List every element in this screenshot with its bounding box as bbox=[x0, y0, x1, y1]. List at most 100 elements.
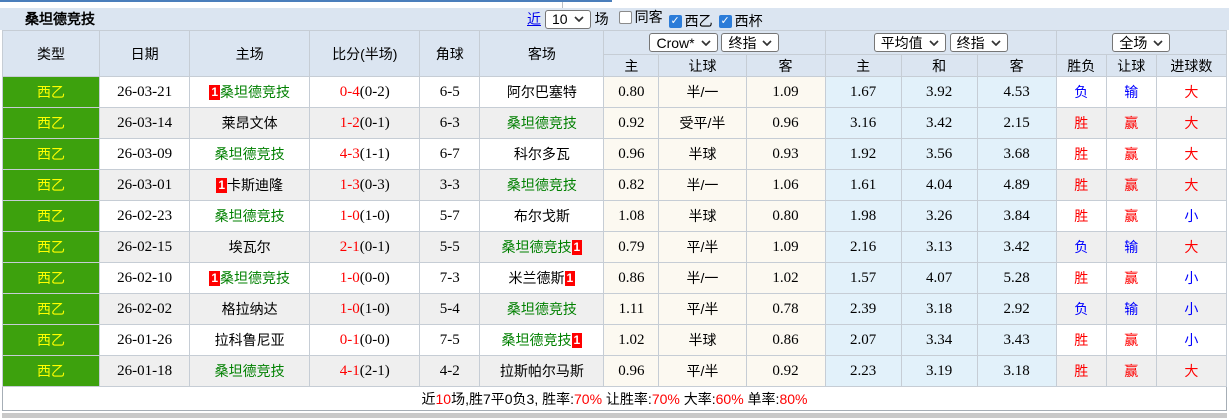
away-team-link[interactable]: 桑坦德竞技 bbox=[501, 239, 572, 255]
home-team-link[interactable]: 桑坦德竞技 bbox=[214, 363, 285, 379]
home-team-link[interactable]: 桑坦德竞技 bbox=[214, 146, 285, 162]
col-header-type: 类型 bbox=[1, 30, 101, 77]
halftime-score: (0-2) bbox=[359, 83, 390, 100]
home-team-link[interactable]: 莱昂文体 bbox=[221, 115, 278, 131]
cell-result-handicap: 输 bbox=[1105, 231, 1157, 263]
sub-header-avg-draw: 和 bbox=[900, 54, 978, 77]
cell-home-team: 1 桑坦德竞技 bbox=[189, 262, 311, 294]
away-team-link[interactable]: 桑坦德竞技 bbox=[501, 332, 572, 348]
rank-badge: 1 bbox=[564, 271, 576, 286]
table-row: 西乙 26-02-02 格拉纳达 1-0(1-0) 5-4 桑坦德竞技 1.11… bbox=[1, 293, 1228, 325]
cell-odds-home: 1.02 bbox=[603, 324, 660, 356]
chevron-down-icon bbox=[929, 39, 939, 46]
checkbox-checked-icon[interactable]: ✓ bbox=[718, 14, 732, 28]
cell-avg-draw: 4.04 bbox=[900, 169, 978, 201]
away-team-link[interactable]: 桑坦德竞技 bbox=[506, 301, 577, 317]
table-row: 西乙 26-02-15 埃瓦尔 2-1(0-1) 5-5 桑坦德竞技 1 0.79… bbox=[1, 231, 1228, 263]
cell-result-wdl: 胜 bbox=[1055, 200, 1107, 232]
away-team-link[interactable]: 阿尔巴塞特 bbox=[506, 84, 577, 100]
chevron-down-icon bbox=[762, 39, 773, 46]
cell-avg-away: 3.18 bbox=[976, 355, 1057, 387]
odds-section-header: Crow* 终指 bbox=[603, 30, 826, 55]
cell-home-team: 桑坦德竞技 bbox=[189, 355, 311, 387]
recent-link[interactable]: 近 bbox=[527, 11, 541, 27]
cell-league: 西乙 bbox=[1, 107, 101, 139]
cell-result-goals: 小 bbox=[1155, 200, 1228, 232]
odds-stage-select[interactable]: 终指 bbox=[721, 33, 780, 52]
cell-league: 西乙 bbox=[1, 76, 101, 108]
cell-date: 26-03-14 bbox=[99, 107, 191, 139]
avg-company-value: 平均值 bbox=[880, 34, 923, 51]
chevron-down-icon bbox=[573, 16, 584, 22]
cell-result-handicap: 输 bbox=[1105, 293, 1157, 325]
cell-corners: 7-3 bbox=[419, 262, 481, 294]
away-team-link[interactable]: 布尔戈斯 bbox=[513, 208, 570, 224]
cell-odds-away: 0.78 bbox=[745, 293, 826, 325]
avg-stage-value: 终指 bbox=[956, 34, 985, 51]
avg-stage-select[interactable]: 终指 bbox=[949, 33, 1008, 52]
cell-odds-home: 1.08 bbox=[603, 200, 660, 232]
fulltime-score: 4-1 bbox=[339, 362, 360, 379]
away-team-link[interactable]: 拉斯帕尔马斯 bbox=[499, 363, 584, 379]
cell-home-team: 桑坦德竞技 bbox=[189, 138, 311, 170]
checkbox-checked-icon[interactable]: ✓ bbox=[668, 14, 682, 28]
cell-date: 26-02-02 bbox=[99, 293, 191, 325]
halftime-score: (0-3) bbox=[359, 176, 390, 193]
cell-avg-home: 2.16 bbox=[824, 231, 902, 263]
home-team-link[interactable]: 桑坦德竞技 bbox=[214, 208, 285, 224]
home-team-link[interactable]: 桑坦德竞技 bbox=[220, 270, 290, 286]
cell-odds-line: 受平/半 bbox=[658, 107, 747, 139]
cell-odds-home: 1.11 bbox=[603, 293, 660, 325]
fulltime-score: 1-2 bbox=[339, 114, 360, 131]
home-team-link[interactable]: 埃瓦尔 bbox=[228, 239, 271, 255]
cell-avg-away: 3.43 bbox=[976, 324, 1057, 356]
fulltime-score: 2-1 bbox=[339, 238, 360, 255]
fulltime-score: 1-0 bbox=[339, 300, 360, 317]
sub-header-odds-home: 主 bbox=[603, 54, 660, 77]
halftime-score: (0-0) bbox=[359, 331, 390, 348]
away-team-link[interactable]: 桑坦德竞技 bbox=[506, 177, 577, 193]
cell-score: 1-2(0-1) bbox=[309, 107, 421, 139]
result-scope-select[interactable]: 全场 bbox=[1112, 33, 1171, 52]
home-team-link[interactable]: 卡斯迪隆 bbox=[227, 177, 283, 193]
cell-league: 西乙 bbox=[1, 355, 101, 387]
home-team-link[interactable]: 格拉纳达 bbox=[221, 301, 278, 317]
cell-away-team: 科尔多瓦 bbox=[479, 138, 605, 170]
sub-header-result-handicap: 让球 bbox=[1105, 54, 1157, 77]
home-team-link[interactable]: 拉科鲁尼亚 bbox=[214, 332, 285, 348]
away-team-link[interactable]: 科尔多瓦 bbox=[513, 146, 570, 162]
cell-corners: 4-2 bbox=[419, 355, 481, 387]
cell-result-handicap: 赢 bbox=[1105, 200, 1157, 232]
cell-league: 西乙 bbox=[1, 138, 101, 170]
cell-corners: 5-5 bbox=[419, 231, 481, 263]
filter-西乙[interactable]: ✓ 西乙 bbox=[668, 11, 713, 31]
cell-avg-away: 2.15 bbox=[976, 107, 1057, 139]
cell-odds-home: 0.80 bbox=[603, 76, 660, 108]
cell-date: 26-02-10 bbox=[99, 262, 191, 294]
cell-avg-draw: 3.26 bbox=[900, 200, 978, 232]
filter-西杯[interactable]: ✓ 西杯 bbox=[718, 11, 763, 31]
home-team-link[interactable]: 桑坦德竞技 bbox=[220, 84, 290, 100]
halftime-score: (1-0) bbox=[359, 207, 390, 224]
team-title: 桑坦德竞技 bbox=[25, 11, 95, 27]
column-divider bbox=[562, 2, 563, 8]
fulltime-score: 4-3 bbox=[339, 145, 360, 162]
cell-away-team: 桑坦德竞技 1 bbox=[479, 324, 605, 356]
cell-score: 4-3(1-1) bbox=[309, 138, 421, 170]
cell-away-team: 布尔戈斯 bbox=[479, 200, 605, 232]
odds-company-select[interactable]: Crow* bbox=[649, 33, 718, 52]
cell-result-handicap: 赢 bbox=[1105, 169, 1157, 201]
avg-company-select[interactable]: 平均值 bbox=[873, 33, 946, 52]
cell-odds-line: 半/一 bbox=[658, 169, 747, 201]
cell-avg-away: 2.92 bbox=[976, 293, 1057, 325]
fulltime-score: 0-4 bbox=[339, 83, 360, 100]
cell-avg-home: 1.98 bbox=[824, 200, 902, 232]
away-team-link[interactable]: 米兰德斯 bbox=[508, 270, 565, 286]
cell-avg-home: 2.07 bbox=[824, 324, 902, 356]
match-count-select[interactable]: 10 bbox=[545, 9, 591, 29]
away-team-link[interactable]: 桑坦德竞技 bbox=[506, 115, 577, 131]
summary-segment: 单率: bbox=[743, 390, 780, 407]
summary-text: 近10场,胜7平0负3, 胜率:70% 让胜率:70% 大率:60% 单率:80… bbox=[422, 389, 808, 409]
checkbox-unchecked-icon[interactable] bbox=[618, 10, 632, 24]
filter-同客[interactable]: 同客 bbox=[618, 7, 663, 27]
